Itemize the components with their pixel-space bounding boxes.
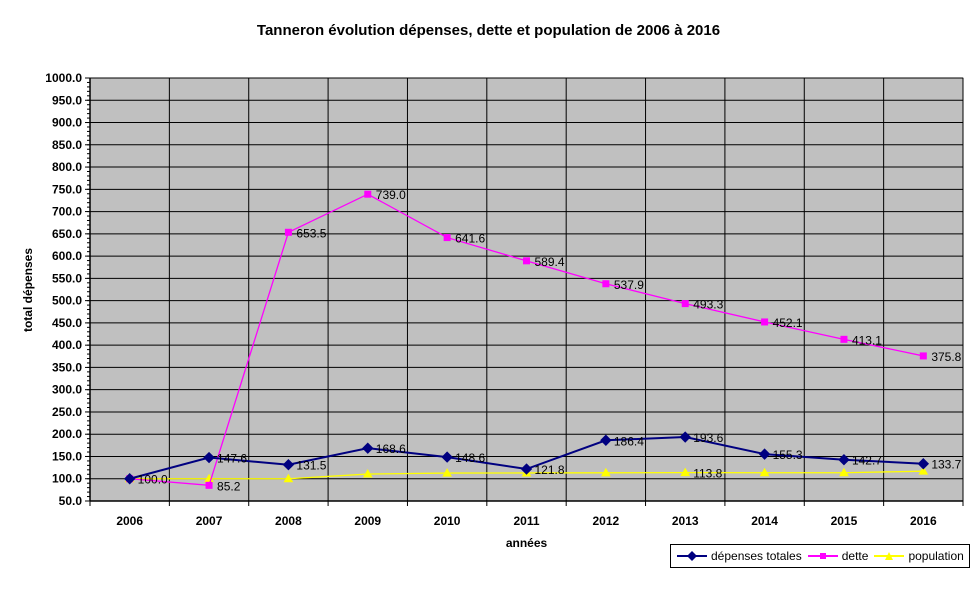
chart-title: Tanneron évolution dépenses, dette et po… xyxy=(256,22,721,39)
legend-swatch xyxy=(807,553,838,559)
data-point xyxy=(839,467,849,477)
y-tick-label: 550.0 xyxy=(52,271,82,285)
data-point xyxy=(601,467,611,477)
legend-label: population xyxy=(908,549,964,563)
y-tick-label: 200.0 xyxy=(52,427,82,441)
data-label: 131.5 xyxy=(296,459,326,473)
data-label: 641.6 xyxy=(455,232,485,246)
data-label: 653.5 xyxy=(296,226,326,240)
data-point xyxy=(917,458,930,470)
y-tick-label: 50.0 xyxy=(59,494,83,508)
x-tick-label: 2011 xyxy=(513,514,539,528)
y-tick-label: 1000.0 xyxy=(45,71,82,85)
data-point xyxy=(362,442,374,454)
y-tick-label: 650.0 xyxy=(52,227,82,241)
data-label: 589.4 xyxy=(535,255,565,269)
data-label: 100.0 xyxy=(138,473,168,487)
data-point xyxy=(919,352,927,360)
data-point xyxy=(362,469,373,478)
y-tick-label: 950.0 xyxy=(52,93,82,107)
y-tick-label: 800.0 xyxy=(52,160,82,174)
data-point xyxy=(205,481,213,489)
data-label: 155.3 xyxy=(773,448,803,462)
data-label: 113.8 xyxy=(693,467,722,481)
legend: dépenses totales dette population xyxy=(670,544,970,568)
legend-entry: dépenses totales xyxy=(677,549,802,563)
x-tick-label: 2008 xyxy=(275,514,302,528)
data-label: 186.4 xyxy=(614,434,644,448)
data-label: 452.1 xyxy=(773,316,803,330)
x-tick-label: 2014 xyxy=(751,514,778,528)
data-label: 142.7 xyxy=(852,454,882,468)
data-point xyxy=(918,466,929,475)
x-axis-label: années xyxy=(505,536,548,550)
data-point xyxy=(282,459,295,471)
data-label: 375.8 xyxy=(931,350,961,364)
data-point xyxy=(283,473,294,483)
legend-swatch xyxy=(874,552,905,560)
y-tick-label: 700.0 xyxy=(52,205,82,219)
data-point xyxy=(203,451,215,464)
legend-entry: population xyxy=(874,549,964,563)
data-point xyxy=(761,318,769,326)
data-label: 739.0 xyxy=(376,188,406,202)
data-point xyxy=(123,473,136,485)
data-point xyxy=(442,468,452,477)
data-point xyxy=(443,234,451,242)
x-tick-label: 2007 xyxy=(196,514,223,528)
y-tick-label: 250.0 xyxy=(52,405,82,419)
x-tick-label: 2016 xyxy=(910,514,937,528)
x-tick-label: 2015 xyxy=(831,514,858,528)
y-tick-label: 750.0 xyxy=(52,182,82,196)
data-point xyxy=(284,228,292,236)
data-label: 537.9 xyxy=(614,278,644,292)
plot-background xyxy=(89,77,964,502)
data-label: 413.1 xyxy=(852,333,882,347)
data-point xyxy=(679,431,691,443)
data-point xyxy=(523,257,530,265)
data-label: 121.8 xyxy=(535,463,565,477)
data-label: 133.7 xyxy=(931,458,961,472)
x-tick-label: 2013 xyxy=(672,514,699,528)
legend-label: dette xyxy=(841,549,869,563)
y-tick-label: 350.0 xyxy=(52,360,82,374)
legend-entry: dette xyxy=(807,549,869,563)
data-point xyxy=(759,467,770,477)
data-label: 193.6 xyxy=(693,431,723,445)
x-tick-label: 2012 xyxy=(593,514,620,528)
data-point xyxy=(520,463,533,475)
x-tick-label: 2010 xyxy=(434,514,461,528)
y-tick-label: 450.0 xyxy=(52,316,82,330)
data-point xyxy=(364,190,372,198)
x-tick-label: 2006 xyxy=(116,514,143,528)
y-tick-label: 150.0 xyxy=(52,449,82,463)
data-point xyxy=(600,434,612,446)
data-point xyxy=(681,300,689,308)
data-label: 147.6 xyxy=(217,452,247,466)
legend-label: dépenses totales xyxy=(711,549,802,563)
y-tick-label: 300.0 xyxy=(52,383,82,397)
y-tick-label: 900.0 xyxy=(52,116,82,130)
data-point xyxy=(441,451,453,463)
data-point xyxy=(840,335,848,343)
data-label: 168.6 xyxy=(376,442,406,456)
data-label: 148.6 xyxy=(455,451,485,465)
x-tick-label: 2009 xyxy=(354,514,381,528)
data-label: 85.2 xyxy=(217,479,241,493)
data-point xyxy=(680,467,691,477)
y-tick-label: 500.0 xyxy=(52,294,82,308)
y-tick-label: 100.0 xyxy=(52,472,82,486)
y-tick-label: 400.0 xyxy=(52,338,82,352)
data-point xyxy=(838,454,850,466)
legend-swatch xyxy=(677,551,707,561)
y-tick-label: 600.0 xyxy=(52,249,82,263)
y-tick-label: 850.0 xyxy=(52,138,82,152)
data-label: 493.3 xyxy=(693,298,723,312)
data-point xyxy=(602,280,610,288)
data-point xyxy=(758,448,771,460)
